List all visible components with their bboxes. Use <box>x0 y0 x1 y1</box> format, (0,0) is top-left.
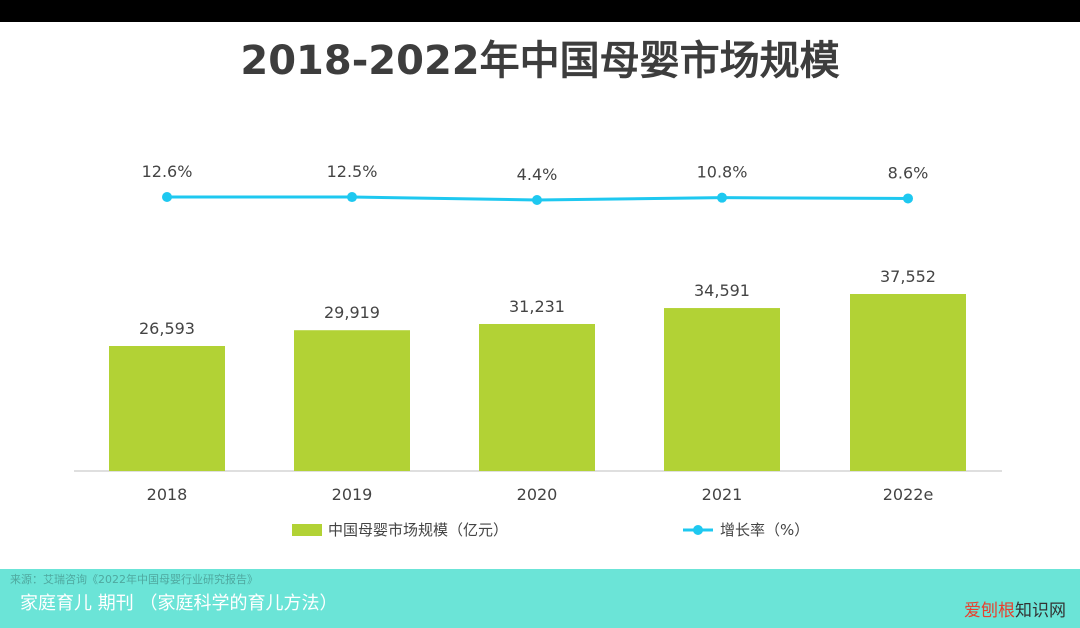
growth-point-2022e <box>903 193 913 204</box>
watermark: 爱刨根知识网 <box>964 596 1066 621</box>
bar-value-label: 34,591 <box>694 281 750 300</box>
bar-value-label: 29,919 <box>324 303 380 322</box>
bar-value-label: 37,552 <box>880 267 936 286</box>
bar-2020 <box>479 323 595 471</box>
caption-text: 家庭育儿 期刊 （家庭科学的育儿方法） <box>20 593 338 614</box>
legend-bar-label: 中国母婴市场规模（亿元） <box>328 521 508 539</box>
growth-point-2018 <box>162 192 172 202</box>
source-text: 来源：艾瑞咨询《2022年中国母婴行业研究报告》 <box>10 573 258 586</box>
growth-value-label: 8.6% <box>888 163 929 182</box>
legend-line-marker <box>693 525 703 535</box>
x-tick-label: 2019 <box>332 485 373 504</box>
growth-value-label: 10.8% <box>697 163 748 182</box>
watermark-part2: 知识网 <box>1015 601 1066 621</box>
bar-2021 <box>664 308 780 471</box>
growth-value-label: 12.5% <box>327 162 378 181</box>
caption-bar <box>0 569 1080 628</box>
bar-2022e <box>850 294 966 471</box>
bar-value-label: 31,231 <box>509 297 565 316</box>
x-tick-label: 2021 <box>702 485 743 504</box>
watermark-part1: 爱刨根 <box>964 601 1015 621</box>
growth-point-2020 <box>532 195 542 205</box>
x-tick-label: 2022e <box>883 485 934 504</box>
chart-title: 2018-2022年中国母婴市场规模 <box>240 38 840 84</box>
bar-2018 <box>109 346 225 471</box>
legend-line-label: 增长率（%） <box>720 521 809 539</box>
x-tick-label: 2018 <box>147 485 188 504</box>
growth-point-2019 <box>347 192 357 203</box>
x-tick-label: 2020 <box>517 485 558 504</box>
legend-bar-swatch <box>292 524 322 536</box>
bar-2019 <box>294 330 410 471</box>
growth-value-label: 4.4% <box>517 165 558 184</box>
top-black-bar <box>0 0 1080 22</box>
growth-value-label: 12.6% <box>142 162 193 181</box>
growth-point-2021 <box>717 192 727 203</box>
bar-value-label: 26,593 <box>139 319 195 338</box>
